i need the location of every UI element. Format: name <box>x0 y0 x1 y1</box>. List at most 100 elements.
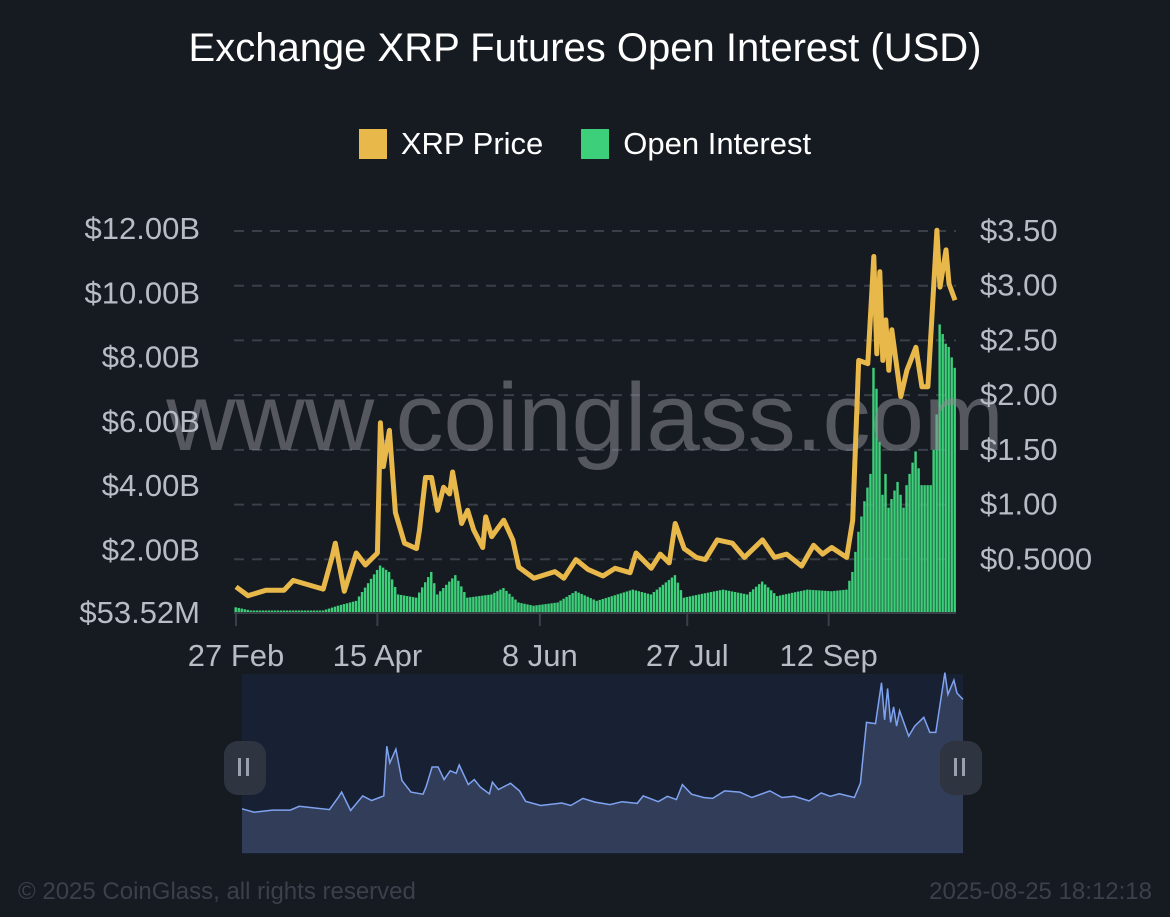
open-interest-bar <box>351 601 355 612</box>
open-interest-bar <box>658 587 662 612</box>
open-interest-bar <box>700 593 704 612</box>
open-interest-bar <box>508 593 511 612</box>
open-interest-bar <box>845 589 848 612</box>
open-interest-bar <box>457 580 460 612</box>
open-interest-bar <box>751 589 755 612</box>
open-interest-bar <box>535 605 538 612</box>
open-interest-bar <box>574 591 577 612</box>
open-interest-bar <box>309 610 313 612</box>
open-interest-bars <box>234 324 956 612</box>
open-interest-bar <box>264 610 267 612</box>
open-interest-bar <box>679 590 683 612</box>
open-interest-bar <box>896 481 899 612</box>
open-interest-bar <box>315 610 319 612</box>
open-interest-bar <box>255 610 258 612</box>
open-interest-bar <box>619 593 622 612</box>
legend-swatch-oi <box>581 129 610 159</box>
open-interest-bar <box>712 591 716 612</box>
open-interest-bar <box>800 590 803 612</box>
open-interest-bar <box>408 596 412 612</box>
open-interest-bar <box>598 599 601 612</box>
open-interest-bar <box>881 494 884 612</box>
left-axis-tick-label: $8.00B <box>102 340 200 375</box>
legend-item-open-interest[interactable]: Open Interest <box>581 126 811 162</box>
open-interest-bar <box>878 441 881 612</box>
open-interest-bar <box>463 592 466 612</box>
open-interest-bar <box>917 468 920 612</box>
open-interest-bar <box>697 594 701 612</box>
navigator-left-handle[interactable] <box>224 741 266 795</box>
open-interest-bar <box>556 602 559 612</box>
open-interest-bar <box>282 610 286 612</box>
open-interest-bar <box>496 591 499 612</box>
open-interest-bar <box>935 414 938 612</box>
open-interest-bar <box>469 597 472 612</box>
open-interest-bar <box>511 596 514 612</box>
open-interest-bar <box>547 603 550 612</box>
open-interest-bar <box>830 591 833 612</box>
open-interest-bar <box>354 600 358 612</box>
open-interest-bar <box>360 592 364 612</box>
open-interest-bar <box>466 597 469 612</box>
open-interest-bar <box>673 575 677 612</box>
open-interest-bar <box>691 595 695 612</box>
navigator-right-handle[interactable] <box>940 741 982 795</box>
open-interest-bar <box>848 580 851 612</box>
open-interest-bar <box>348 602 352 612</box>
open-interest-bar <box>430 571 433 612</box>
left-axis: $12.00B $10.00B $8.00B $6.00B $4.00B $2.00B $5… <box>79 211 200 630</box>
open-interest-bar <box>616 594 619 612</box>
open-interest-bar <box>595 600 598 612</box>
open-interest-bar <box>243 609 246 612</box>
open-interest-bar <box>721 589 725 612</box>
open-interest-bar <box>493 592 496 612</box>
open-interest-bar <box>739 593 743 612</box>
open-interest-bar <box>559 600 562 612</box>
open-interest-bar <box>766 587 770 612</box>
open-interest-bar <box>378 565 382 612</box>
open-interest-bar <box>806 589 809 612</box>
open-interest-bar <box>631 589 635 612</box>
open-interest-bar <box>321 610 325 612</box>
open-interest-bar <box>929 485 932 612</box>
open-interest-bar <box>613 595 616 612</box>
open-interest-bar <box>439 591 442 612</box>
open-interest-bar <box>372 574 376 612</box>
open-interest-bar <box>433 583 436 612</box>
x-axis-tick-label: 27 Jul <box>646 638 729 673</box>
open-interest-bar <box>772 593 776 612</box>
open-interest-bar <box>339 604 343 612</box>
open-interest-bar <box>460 586 463 612</box>
open-interest-bar <box>643 592 647 612</box>
open-interest-bar <box>387 571 391 612</box>
open-interest-bar <box>812 590 815 612</box>
open-interest-bar <box>872 367 875 612</box>
open-interest-bar <box>411 597 415 612</box>
open-interest-bar <box>336 605 340 612</box>
left-axis-tick-label: $10.00B <box>85 275 201 310</box>
open-interest-bar <box>818 590 821 612</box>
open-interest-bar <box>688 596 692 612</box>
open-interest-bar <box>568 594 571 612</box>
open-interest-bar <box>637 591 641 612</box>
open-interest-bar <box>330 607 334 612</box>
navigator[interactable] <box>224 672 982 854</box>
legend-item-xrp-price[interactable]: XRP Price <box>358 126 543 162</box>
open-interest-bar <box>375 569 379 612</box>
right-axis-tick-label: $1.50 <box>980 432 1058 467</box>
open-interest-bar <box>306 610 310 612</box>
open-interest-bar <box>947 346 950 612</box>
open-interest-bar <box>875 388 878 612</box>
right-axis-tick-label: $2.50 <box>980 322 1058 357</box>
open-interest-bar <box>279 610 283 612</box>
open-interest-bar <box>694 595 698 612</box>
open-interest-bar <box>920 485 923 612</box>
open-interest-bar <box>604 598 607 612</box>
open-interest-bar <box>724 590 728 612</box>
open-interest-bar <box>869 473 872 612</box>
open-interest-bar <box>538 604 541 612</box>
open-interest-bar <box>863 501 866 612</box>
open-interest-bar <box>610 596 613 612</box>
open-interest-bar <box>526 604 529 612</box>
open-interest-bar <box>550 603 553 612</box>
